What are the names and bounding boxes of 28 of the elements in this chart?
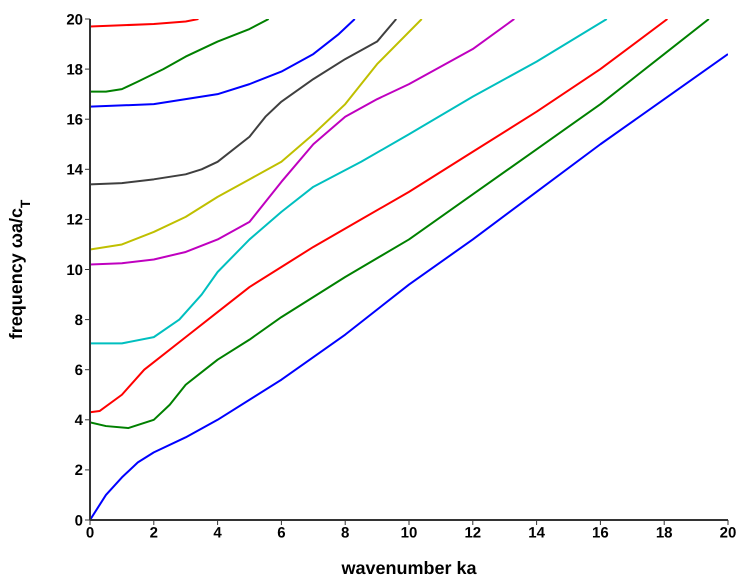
- x-tick-label: 16: [592, 524, 609, 542]
- x-axis-title: wavenumber ka: [340, 558, 478, 578]
- y-tick-label: 16: [66, 112, 83, 129]
- line-series: [90, 19, 608, 344]
- x-tick-label: 2: [150, 524, 158, 542]
- line-series: [90, 19, 516, 266]
- x-tick-label: 6: [277, 524, 286, 542]
- y-tick-label: 10: [66, 262, 83, 279]
- x-tick-label: 4: [213, 524, 222, 542]
- line-series: [90, 19, 423, 250]
- x-tick-label: 18: [656, 524, 673, 542]
- x-tick-label: 10: [400, 524, 418, 542]
- line-series: [90, 19, 270, 93]
- x-tick-label: 14: [528, 524, 546, 542]
- y-tick-label: 6: [74, 362, 83, 380]
- y-tick-label: 14: [66, 162, 84, 179]
- y-tick-label: 4: [74, 412, 84, 430]
- y-tick-label: 8: [74, 312, 83, 329]
- x-tick-label: 20: [720, 524, 736, 542]
- y-tick-label: 2: [74, 462, 83, 480]
- y-tick-label: 0: [74, 512, 83, 530]
- y-tick-label: 12: [66, 212, 83, 229]
- line-series: [90, 19, 200, 28]
- x-tick-label: 12: [464, 524, 482, 542]
- y-tick-label: 18: [66, 61, 83, 78]
- line-series: [90, 19, 356, 108]
- x-tick-label: 8: [341, 524, 350, 542]
- y-tick-label: 20: [66, 11, 83, 28]
